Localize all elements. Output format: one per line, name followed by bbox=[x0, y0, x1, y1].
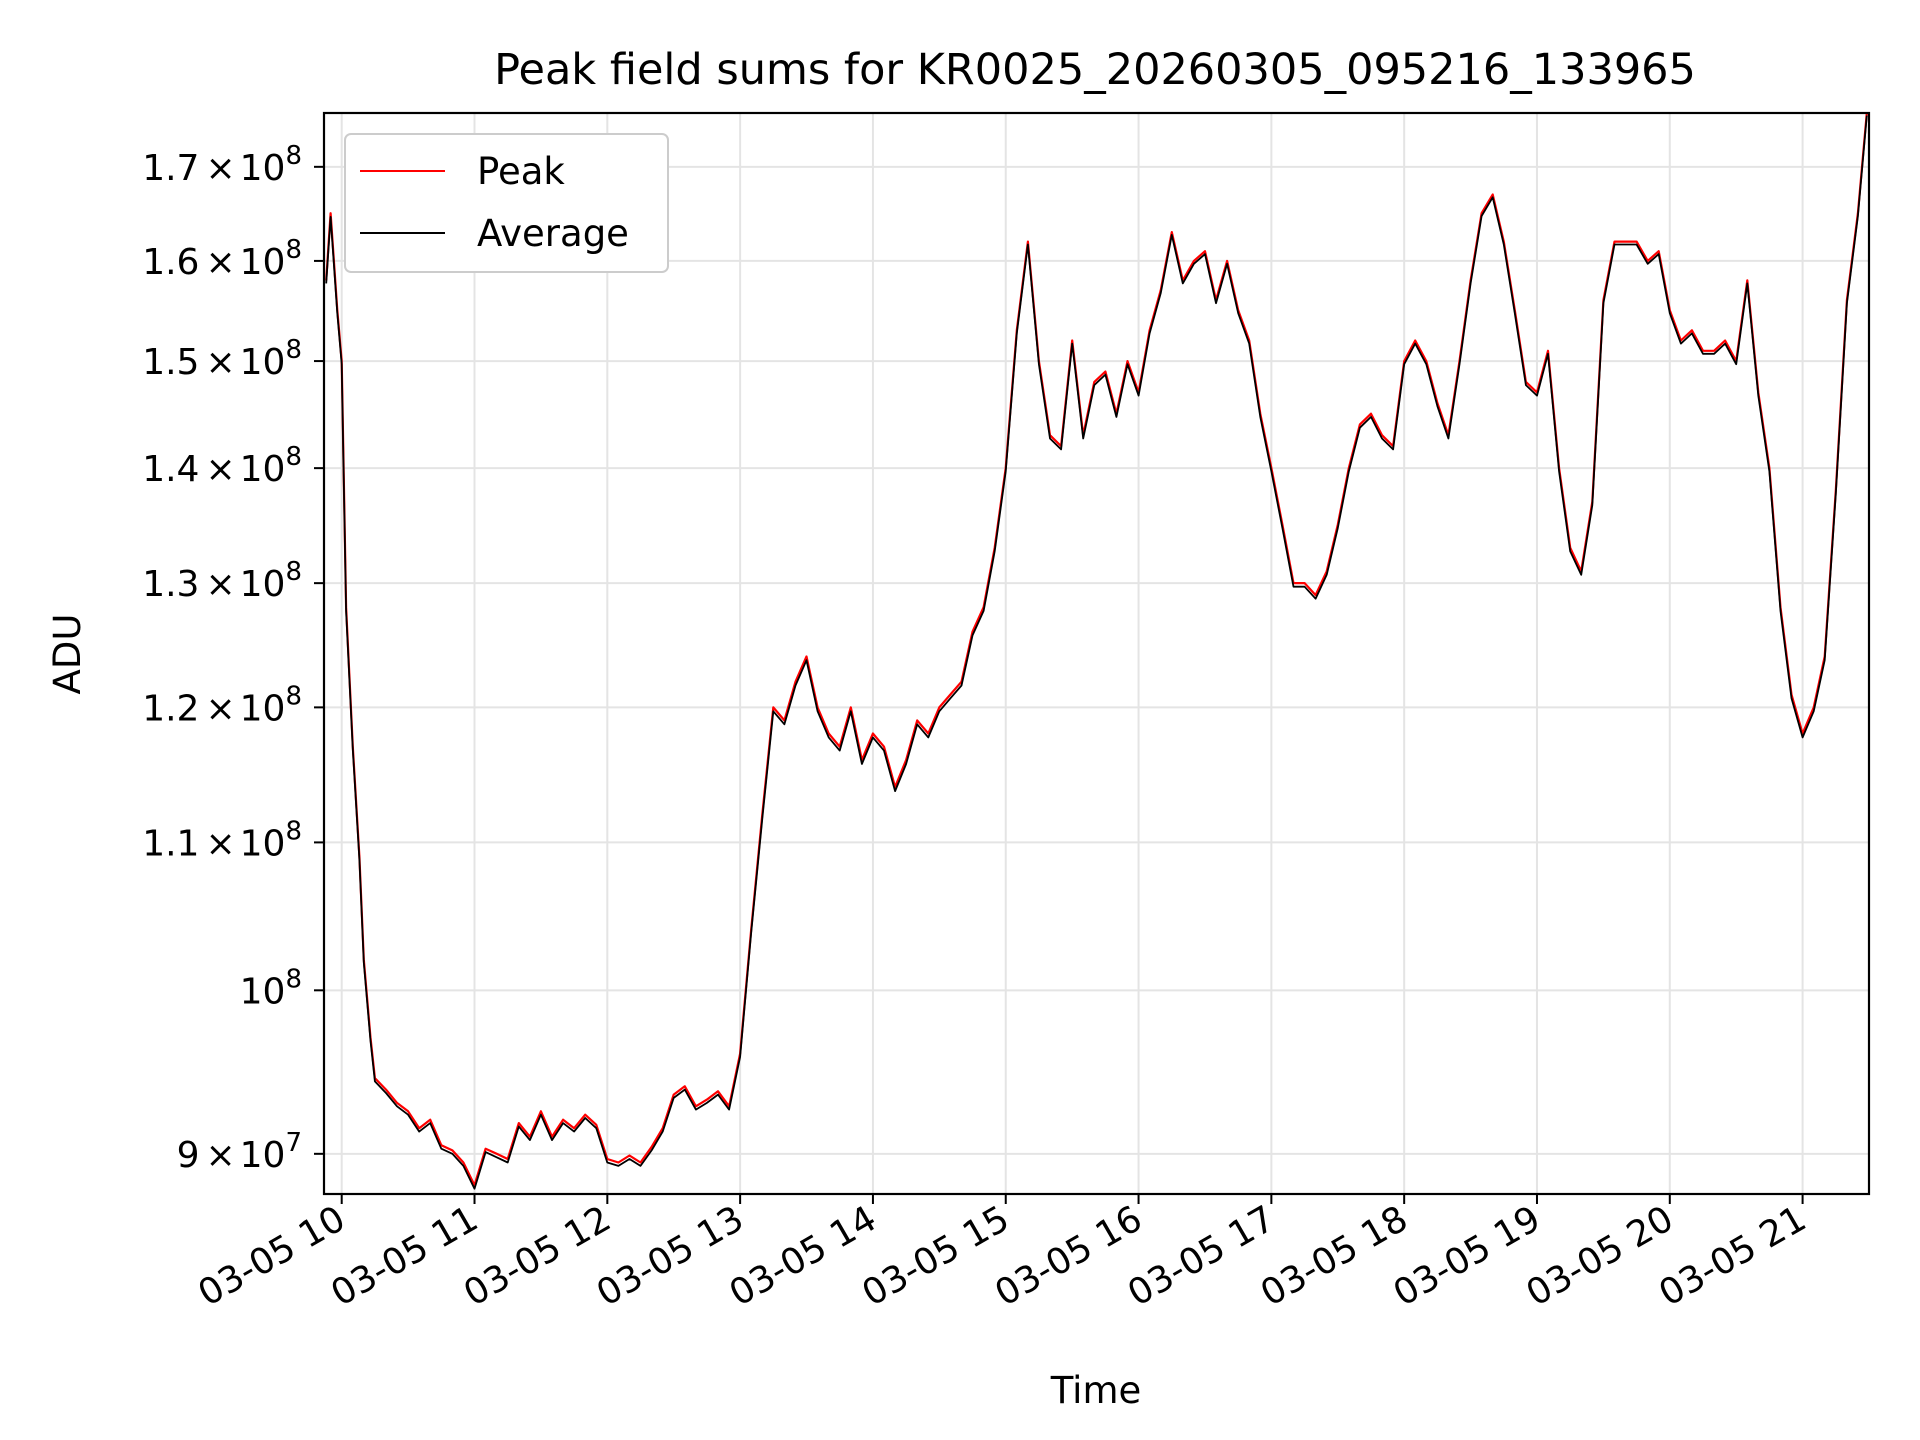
legend-label-peak: Peak bbox=[477, 150, 565, 193]
y-tick-label: 1.6 × 108 bbox=[142, 235, 302, 283]
series-layer bbox=[325, 113, 1868, 1190]
y-tick-label: 1.3 × 108 bbox=[142, 557, 302, 605]
legend-box bbox=[344, 133, 669, 273]
y-tick-label: 1.4 × 108 bbox=[142, 442, 302, 490]
y-tick-label: 1.2 × 108 bbox=[142, 681, 302, 729]
x-axis-label: Time bbox=[1050, 1369, 1142, 1412]
y-tick-label: 9 × 107 bbox=[177, 1128, 302, 1176]
legend: Peak Average bbox=[344, 133, 669, 273]
legend-label-average: Average bbox=[477, 212, 629, 255]
series-line-average bbox=[325, 115, 1868, 1190]
y-axis: 9 × 107 108 1.1 × 108 1.2 × 108 1.3 × 108 1.4 × 108 1.5 ×… bbox=[142, 141, 324, 1176]
y-axis-label: ADU bbox=[46, 614, 89, 695]
y-tick-label: 108 bbox=[240, 964, 302, 1012]
y-tick-label: 1.1 × 108 bbox=[142, 816, 302, 864]
y-tick-label: 1.5 × 108 bbox=[142, 335, 302, 383]
chart-title: Peak field sums for KR0025_20260305_0952… bbox=[494, 45, 1696, 95]
y-tick-label: 1.7 × 108 bbox=[142, 141, 302, 189]
plot-area-frame bbox=[322, 111, 1871, 1196]
